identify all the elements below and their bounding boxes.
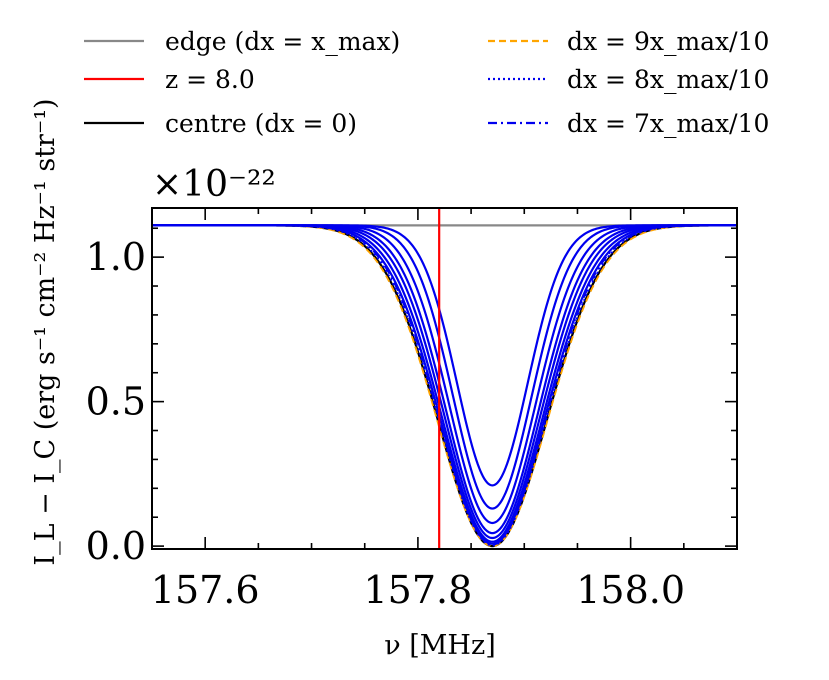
y-axis-label: I_L − I_C (erg s⁻¹ cm⁻² Hz⁻¹ str⁻¹) <box>30 98 61 565</box>
series-blue-5 <box>152 224 737 525</box>
x-tick-label: 158.0 <box>576 568 685 612</box>
y-tick-label: 1.0 <box>86 235 146 279</box>
x-axis-label: ν [MHz] <box>384 630 495 661</box>
legend-label: dx = 8x_max/10 <box>567 65 769 94</box>
plot-frame <box>151 207 738 550</box>
legend-label: dx = 9x_max/10 <box>567 27 769 56</box>
x-tick-label: 157.8 <box>364 568 473 612</box>
series-blue-6 <box>152 224 737 510</box>
y-tick-label: 0.5 <box>86 380 146 424</box>
legend-label: dx = 7x_max/10 <box>567 109 769 138</box>
x-tick-label: 157.6 <box>151 568 260 612</box>
legend-label: z = 8.0 <box>165 65 255 94</box>
y-tick-label: 0.0 <box>86 524 146 568</box>
legend-label: edge (dx = x_max) <box>165 27 400 56</box>
series-blue-7 <box>152 224 737 487</box>
legend: edge (dx = x_max)z = 8.0 centre (dx = 0) d… <box>84 27 769 138</box>
series-dx-9x-max-10 <box>152 224 737 548</box>
legend-label: centre (dx = 0) <box>165 109 357 138</box>
y-scale-label: ×10⁻²² <box>152 164 276 205</box>
series-blue-4 <box>152 224 737 535</box>
